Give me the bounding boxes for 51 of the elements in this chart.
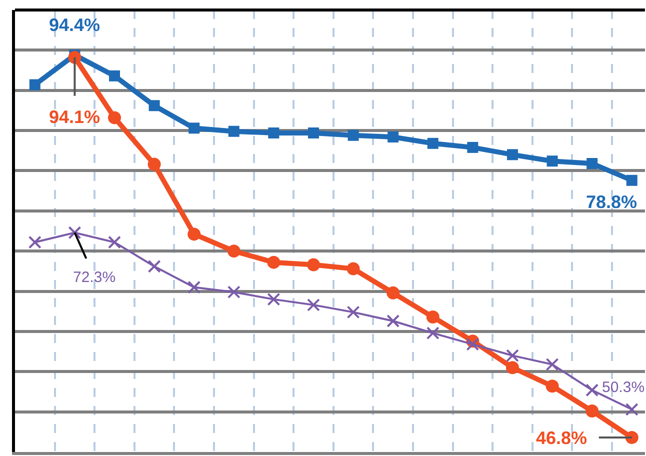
point (268, 127, 280, 138)
point (427, 138, 438, 149)
point (426, 326, 440, 340)
point (29, 79, 40, 90)
point (506, 149, 518, 160)
point (467, 142, 478, 153)
point (267, 256, 280, 269)
point (28, 236, 42, 249)
point (386, 314, 400, 328)
point (108, 236, 121, 249)
point (228, 126, 240, 137)
point (506, 361, 519, 374)
data-label: 94.4% (49, 15, 100, 35)
point (227, 244, 240, 258)
point (426, 310, 440, 324)
point (346, 262, 360, 276)
point (188, 228, 201, 241)
point (626, 174, 638, 186)
data-label: 46.8% (536, 428, 588, 448)
point (388, 131, 399, 142)
point (625, 431, 638, 444)
point (148, 158, 161, 171)
point (108, 70, 120, 82)
point (546, 358, 559, 371)
data-label: 50.3% (602, 379, 645, 396)
point (586, 384, 599, 397)
point (68, 226, 82, 240)
point (348, 130, 359, 141)
point (68, 50, 82, 64)
point (188, 280, 201, 294)
point (625, 402, 638, 416)
point (546, 380, 559, 393)
point (306, 298, 320, 312)
point (267, 292, 280, 306)
point (188, 122, 200, 134)
point (386, 286, 400, 300)
data-label: 94.1% (49, 107, 100, 127)
point (308, 127, 319, 138)
point (506, 349, 519, 362)
point (148, 260, 161, 273)
point (546, 156, 558, 167)
point (346, 306, 360, 319)
point (466, 338, 480, 351)
point (148, 100, 160, 112)
point (108, 111, 121, 124)
data-label: 72.3% (73, 269, 116, 286)
point (227, 286, 240, 299)
point (586, 404, 599, 418)
point (586, 158, 598, 169)
data-label: 78.8% (586, 192, 638, 212)
point (306, 258, 320, 272)
